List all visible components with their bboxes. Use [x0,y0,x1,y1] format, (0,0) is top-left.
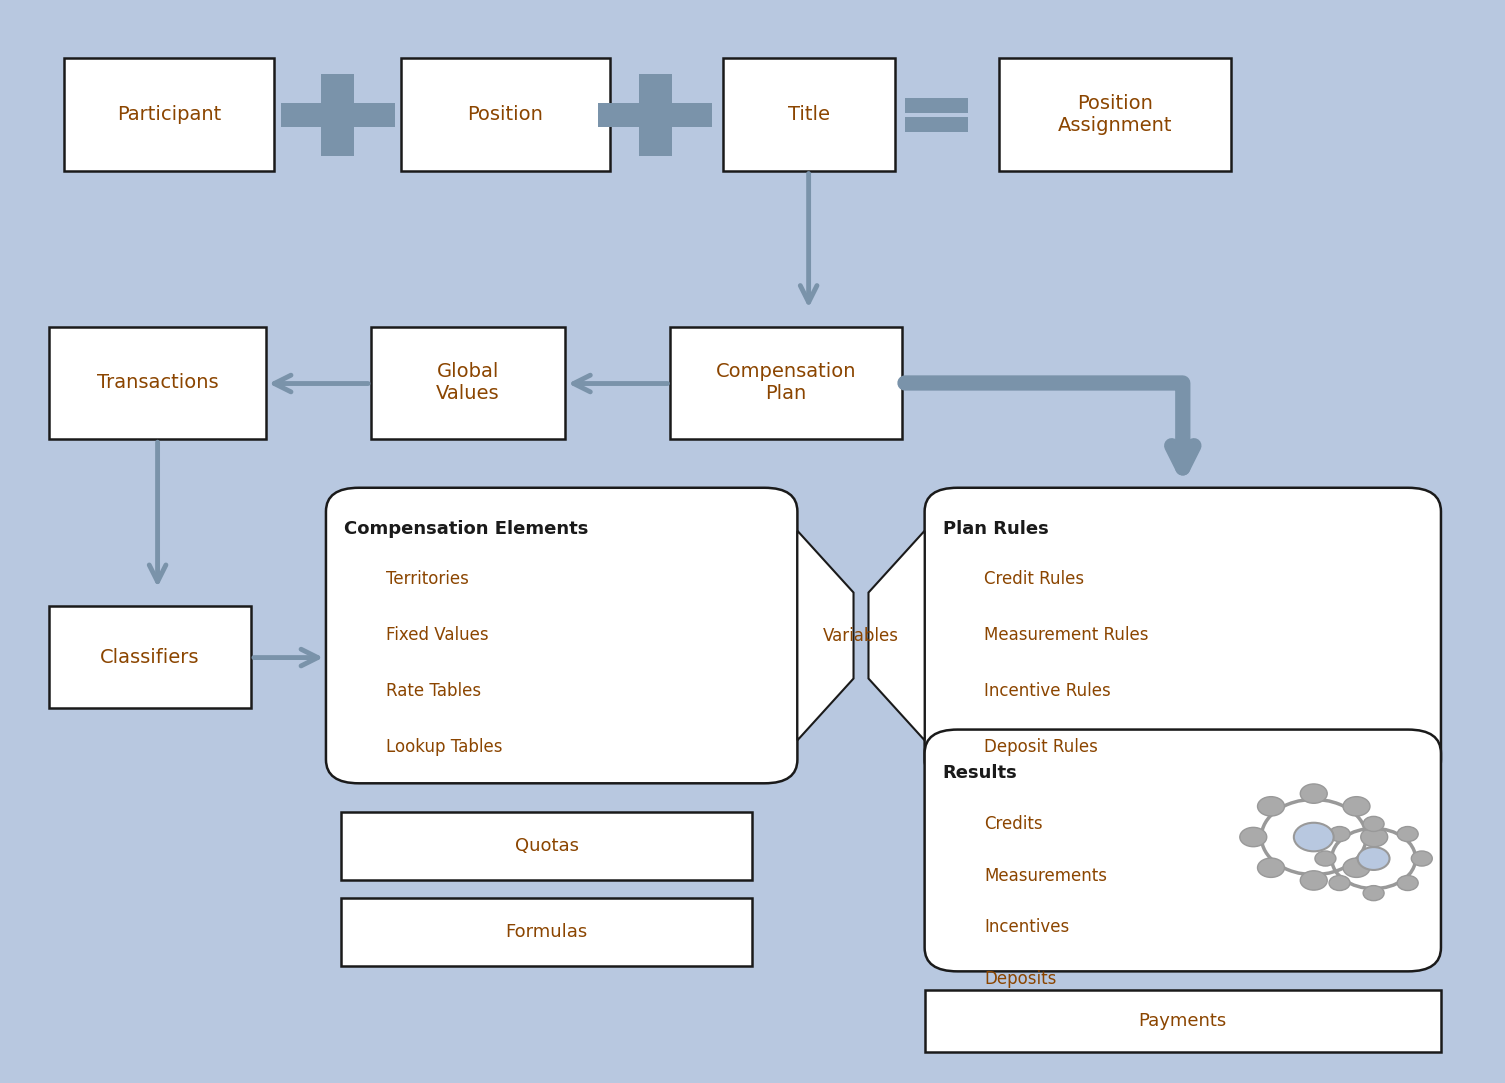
Circle shape [1342,797,1370,815]
Text: Compensation
Plan: Compensation Plan [716,363,856,404]
Polygon shape [868,531,924,741]
FancyBboxPatch shape [370,327,566,440]
Circle shape [1329,875,1350,890]
Circle shape [1364,886,1385,901]
Text: Payments: Payments [1139,1012,1227,1030]
Text: Credits: Credits [984,815,1043,833]
Text: Rate Tables: Rate Tables [385,682,482,700]
Text: Formulas: Formulas [506,923,588,941]
FancyBboxPatch shape [65,57,274,171]
Circle shape [1361,827,1388,847]
Text: Variables: Variables [823,627,898,644]
Text: Measurement Rules: Measurement Rules [984,626,1148,644]
FancyBboxPatch shape [924,487,1440,783]
Text: Fixed Values: Fixed Values [385,626,489,644]
FancyBboxPatch shape [905,97,968,113]
Circle shape [1397,826,1418,841]
FancyBboxPatch shape [905,117,968,132]
FancyBboxPatch shape [670,327,901,440]
Circle shape [1329,826,1350,841]
FancyBboxPatch shape [50,327,266,440]
Circle shape [1315,851,1336,866]
Text: Lookup Tables: Lookup Tables [385,738,503,756]
Circle shape [1300,784,1327,804]
Circle shape [1412,851,1433,866]
FancyBboxPatch shape [638,74,671,156]
Circle shape [1300,871,1327,890]
Circle shape [1397,875,1418,890]
FancyBboxPatch shape [924,730,1440,971]
Text: Position
Assignment: Position Assignment [1058,94,1172,134]
FancyBboxPatch shape [342,898,752,966]
Text: Plan Rules: Plan Rules [942,520,1049,537]
FancyBboxPatch shape [327,487,798,783]
Text: Quotas: Quotas [515,837,579,856]
Text: Title: Title [787,105,829,123]
Circle shape [1258,858,1284,877]
Text: Position: Position [468,105,543,123]
Text: Territories: Territories [385,570,468,588]
FancyBboxPatch shape [924,990,1440,1052]
Polygon shape [798,531,853,741]
Circle shape [1342,858,1370,877]
Text: Incentives: Incentives [984,918,1070,937]
Text: Deposits: Deposits [984,970,1057,988]
FancyBboxPatch shape [722,57,894,171]
Text: Results: Results [942,764,1017,782]
Circle shape [1358,847,1389,870]
Text: Participant: Participant [117,105,221,123]
FancyBboxPatch shape [281,103,394,127]
Text: Incentive Rules: Incentive Rules [984,682,1111,700]
FancyBboxPatch shape [400,57,611,171]
FancyBboxPatch shape [599,103,712,127]
FancyBboxPatch shape [50,606,251,708]
Circle shape [1258,797,1284,815]
Text: Measurements: Measurements [984,866,1108,885]
Text: Classifiers: Classifiers [101,648,200,666]
Circle shape [1240,827,1267,847]
Circle shape [1364,817,1385,832]
Text: Transactions: Transactions [96,374,218,392]
Text: Credit Rules: Credit Rules [984,570,1085,588]
FancyBboxPatch shape [342,812,752,880]
Text: Global
Values: Global Values [436,363,500,404]
FancyBboxPatch shape [322,74,354,156]
Text: Compensation Elements: Compensation Elements [345,520,588,537]
Text: Deposit Rules: Deposit Rules [984,738,1099,756]
FancyBboxPatch shape [999,57,1231,171]
Circle shape [1294,823,1333,851]
